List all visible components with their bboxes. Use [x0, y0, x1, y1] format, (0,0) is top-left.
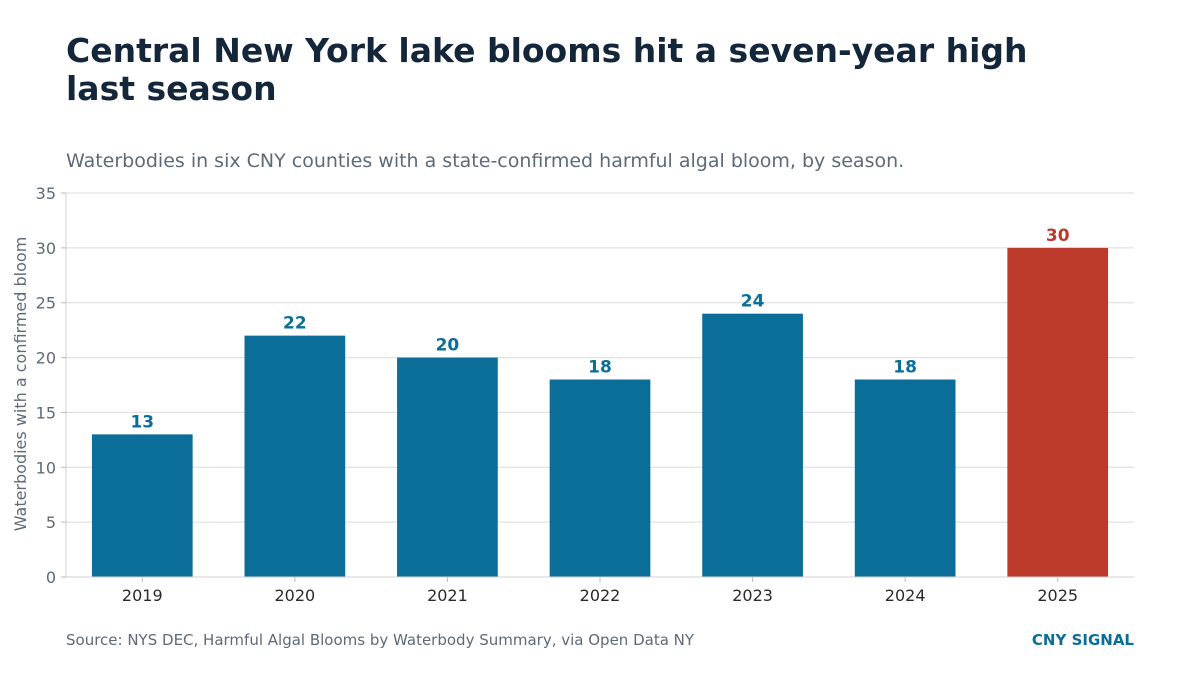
data-label-2020: 22 [283, 314, 307, 334]
y-tick-label: 15 [36, 403, 56, 422]
bar-2019 [91, 434, 193, 577]
bar-2025 [1007, 247, 1109, 577]
data-label-2021: 20 [436, 336, 460, 356]
bar-2023 [702, 313, 803, 577]
x-tick-label-2021: 2021 [427, 586, 468, 605]
bar-2020 [244, 335, 346, 577]
y-axis-label: Waterbodies with a confirmed bloom [11, 237, 30, 532]
y-axis-ticks: 0 5 10 15 20 25 30 35 [36, 184, 66, 587]
x-tick-label-2020: 2020 [274, 586, 315, 605]
y-tick-label: 25 [36, 294, 56, 313]
brand-logo-text: CNY SIGNAL [1031, 631, 1134, 649]
chart-title: Central New York lake blooms hit a seven… [66, 31, 1028, 108]
bars [91, 247, 1109, 577]
bar-2022 [549, 379, 651, 577]
y-tick-label: 30 [36, 239, 56, 258]
x-tick-label-2019: 2019 [122, 586, 163, 605]
x-tick-label-2023: 2023 [732, 586, 773, 605]
bar-2021 [397, 357, 498, 577]
y-tick-label: 35 [36, 184, 56, 203]
x-tick-label-2022: 2022 [580, 586, 621, 605]
data-label-2022: 18 [588, 358, 612, 378]
source-note: Source: NYS DEC, Harmful Algal Blooms by… [66, 631, 695, 649]
data-label-2023: 24 [741, 292, 765, 312]
y-tick-label: 20 [36, 349, 56, 368]
data-label-2025: 30 [1046, 226, 1070, 246]
bar-2024 [854, 379, 956, 577]
x-axis-ticks: 2019 2020 2021 2022 2023 2024 2025 [66, 576, 1134, 605]
y-tick-label: 0 [46, 568, 56, 587]
x-tick-label-2024: 2024 [885, 586, 926, 605]
y-tick-label: 10 [36, 458, 56, 477]
y-tick-label: 5 [46, 513, 56, 532]
x-tick-label-2025: 2025 [1037, 586, 1078, 605]
data-labels: 13 22 20 18 24 18 30 [130, 226, 1069, 433]
chart-subtitle: Waterbodies in six CNY counties with a s… [66, 150, 905, 172]
data-label-2024: 18 [893, 358, 917, 378]
data-label-2019: 13 [130, 412, 154, 432]
